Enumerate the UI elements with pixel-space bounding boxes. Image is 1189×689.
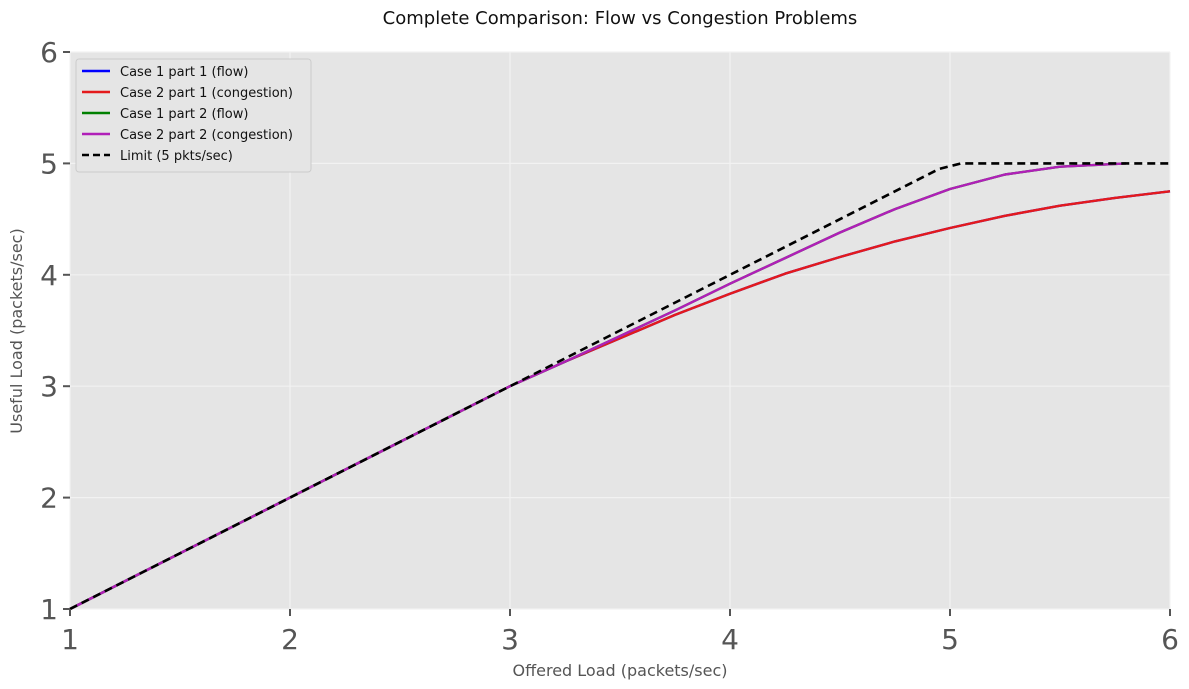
chart-title: Complete Comparison: Flow vs Congestion … bbox=[383, 8, 858, 29]
y-tick-label: 4 bbox=[40, 259, 58, 292]
y-axis-label: Useful Load (packets/sec) bbox=[7, 228, 26, 433]
x-tick-label: 6 bbox=[1161, 623, 1179, 656]
legend-label: Case 1 part 1 (flow) bbox=[120, 65, 248, 80]
x-tick-label: 4 bbox=[721, 623, 739, 656]
x-tick-label: 2 bbox=[281, 623, 299, 656]
x-tick-label: 3 bbox=[501, 623, 519, 656]
x-tick-label: 1 bbox=[61, 623, 79, 656]
grid-lines bbox=[69, 51, 1171, 610]
y-tick-label: 2 bbox=[40, 482, 58, 515]
y-tick-label: 5 bbox=[40, 147, 58, 180]
series-line bbox=[69, 162, 1127, 611]
y-tick-label: 6 bbox=[40, 36, 58, 69]
legend-label: Case 2 part 2 (congestion) bbox=[120, 128, 293, 143]
series-lines bbox=[69, 162, 1171, 611]
series-line bbox=[69, 162, 1170, 611]
x-tick-label: 5 bbox=[941, 623, 959, 656]
legend-label: Limit (5 pkts/sec) bbox=[120, 149, 233, 164]
x-axis-label: Offered Load (packets/sec) bbox=[513, 661, 728, 680]
y-tick-label: 1 bbox=[40, 593, 58, 626]
legend-label: Case 2 part 1 (congestion) bbox=[120, 86, 293, 101]
legend: Case 1 part 1 (flow) Case 2 part 1 (conge… bbox=[75, 58, 312, 173]
legend-box bbox=[75, 58, 312, 173]
legend-label: Case 1 part 2 (flow) bbox=[120, 107, 248, 122]
axes: 1 2 3 4 5 6 1 2 3 4 5 6 bbox=[40, 36, 1179, 656]
y-tick-label: 3 bbox=[40, 370, 58, 403]
